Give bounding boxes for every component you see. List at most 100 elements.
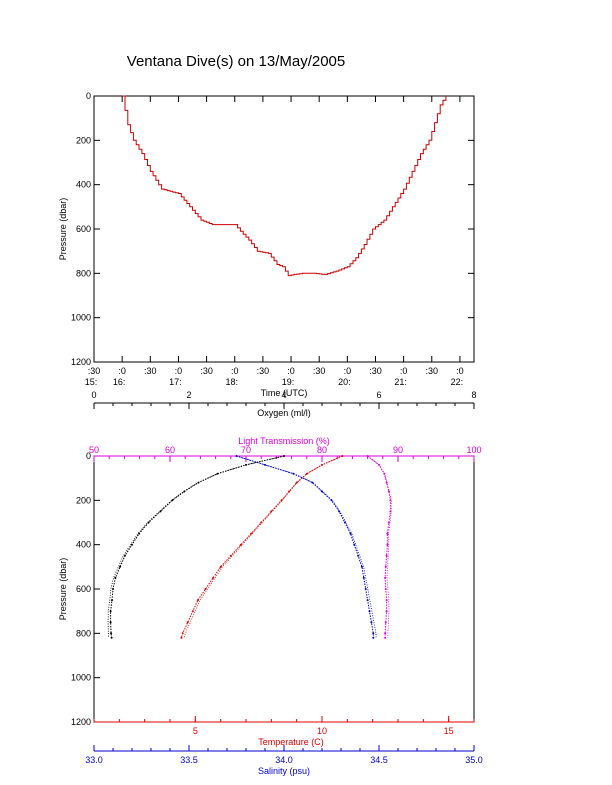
temperature-point — [219, 565, 222, 568]
temperature-point — [180, 636, 183, 639]
salinity-profile-down — [236, 455, 374, 638]
transmission-point — [385, 610, 388, 613]
transmission-point — [384, 621, 387, 624]
oxygen-point — [216, 472, 219, 475]
top-y-axis-label: Pressure (dbar) — [58, 198, 68, 261]
transmission-point — [384, 632, 387, 635]
top-y-tick-label: 1200 — [71, 357, 91, 367]
transmission-tick-label: 80 — [317, 445, 327, 455]
salinity-axis-label: Salinity (psu) — [258, 766, 310, 776]
bottom-y-axis: 0 200 400 600 800 1000 1200 — [71, 451, 100, 727]
transmission-point — [366, 455, 369, 457]
oxygen-point — [197, 481, 200, 484]
top-y-tick-label: 600 — [76, 224, 91, 234]
transmission-point — [387, 521, 390, 524]
top-x-tick-label-hours: 19: — [282, 377, 295, 387]
temperature-axis-label: Temperature (C) — [258, 737, 324, 747]
bottom-y-tick-label: 400 — [76, 540, 91, 550]
temperature-point — [280, 499, 283, 502]
bottom-y-tick-label: 800 — [76, 628, 91, 638]
top-x-tick-label-minutes: :30 — [257, 366, 270, 376]
top-y-tick-label: 400 — [76, 180, 91, 190]
temperature-tick-label: 5 — [193, 726, 198, 736]
oxygen-point — [109, 621, 112, 624]
top-x-tick-label-minutes: :0 — [400, 366, 408, 376]
top-x-tick-label-minutes: :0 — [344, 366, 352, 376]
temperature-point — [204, 588, 207, 590]
temperature-point — [260, 521, 263, 524]
oxygen-point — [123, 554, 126, 557]
top-plot-frame — [93, 95, 475, 363]
salinity-point — [338, 510, 341, 513]
bottom-y-tick-label: 600 — [76, 584, 91, 594]
top-x-tick-label-minutes: :0 — [175, 366, 183, 376]
temperature-point — [341, 455, 344, 457]
transmission-tick-label: 60 — [165, 445, 175, 455]
top-x-tick-label-minutes: :30 — [144, 366, 157, 376]
oxygen-point — [183, 490, 186, 493]
temperature-point — [186, 621, 189, 624]
transmission-point — [385, 554, 388, 557]
transmission-point — [384, 576, 387, 579]
top-x-tick-label-minutes: :0 — [118, 366, 126, 376]
top-y-tick-label: 800 — [76, 268, 91, 278]
transmission-point — [386, 532, 389, 535]
oxygen-axis-label: Oxygen (ml/l) — [257, 408, 311, 418]
oxygen-tick-label: 4 — [281, 390, 286, 400]
salinity-profile-up — [236, 455, 377, 638]
top-x-tick-label-minutes: :0 — [231, 366, 239, 376]
salinity-point — [357, 554, 360, 557]
top-x-tick-label-minutes: :30 — [88, 366, 101, 376]
temperature-profile-up — [183, 455, 343, 638]
top-x-tick-label-hours: 16: — [113, 377, 126, 387]
top-x-tick-label-hours: 21: — [394, 377, 407, 387]
salinity-point — [372, 636, 375, 639]
temperature-point — [270, 510, 273, 513]
temperature-point — [239, 543, 242, 546]
top-x-axis: :3015::016::30:017::30:018::30:019::30:0… — [85, 96, 464, 387]
oxygen-point — [131, 543, 133, 546]
salinity-tick-label: 33.5 — [180, 755, 198, 765]
top-x-tick-label-minutes: :30 — [369, 366, 382, 376]
transmission-axis-label: Light Transmission (%) — [238, 436, 330, 446]
salinity-point — [343, 521, 346, 524]
salinity-point — [264, 463, 266, 466]
salinity-point — [362, 576, 365, 579]
top-x-tick-label-minutes: :30 — [426, 366, 439, 376]
transmission-profile-up — [367, 455, 392, 638]
oxygen-tick-label: 2 — [186, 390, 191, 400]
bottom-plot-frame — [93, 455, 475, 723]
bottom-y-tick-label: 0 — [86, 451, 91, 461]
salinity-tick-label: 33.0 — [85, 755, 103, 765]
oxygen-point — [109, 610, 112, 613]
temperature-point — [212, 576, 215, 579]
oxygen-point — [119, 565, 122, 568]
dive-profile-line — [122, 95, 447, 277]
top-y-tick-label: 1000 — [71, 313, 91, 323]
temperature-point — [288, 490, 291, 493]
top-x-tick-label-hours: 22: — [451, 377, 464, 387]
top-x-tick-label-hours: 18: — [225, 377, 238, 387]
temperature-axis: 5 10 15 — [93, 716, 475, 736]
salinity-point — [321, 490, 323, 493]
salinity-tick-label: 34.5 — [370, 755, 388, 765]
salinity-point — [368, 610, 371, 613]
ctd-series — [107, 455, 392, 639]
transmission-point — [384, 565, 387, 568]
top-x-axis-label: Time (UTC) — [261, 388, 308, 398]
top-x-tick-label-minutes: :0 — [287, 366, 295, 376]
transmission-point — [385, 481, 388, 484]
salinity-point — [235, 455, 238, 457]
salinity-point — [292, 472, 295, 475]
oxygen-point — [138, 532, 141, 535]
oxygen-tick-label: 6 — [376, 390, 381, 400]
ctd-profiles-chart: 0 200 400 600 800 1000 1200 0 2 4 6 8 50 60 70 80 90 10… — [58, 390, 483, 776]
oxygen-tick-label: 8 — [471, 390, 476, 400]
salinity-tick-label: 34.0 — [275, 755, 293, 765]
temperature-point — [321, 463, 323, 466]
oxygen-point — [110, 632, 113, 635]
temperature-point — [196, 599, 199, 602]
oxygen-axis: 0 2 4 6 8 — [91, 390, 477, 409]
